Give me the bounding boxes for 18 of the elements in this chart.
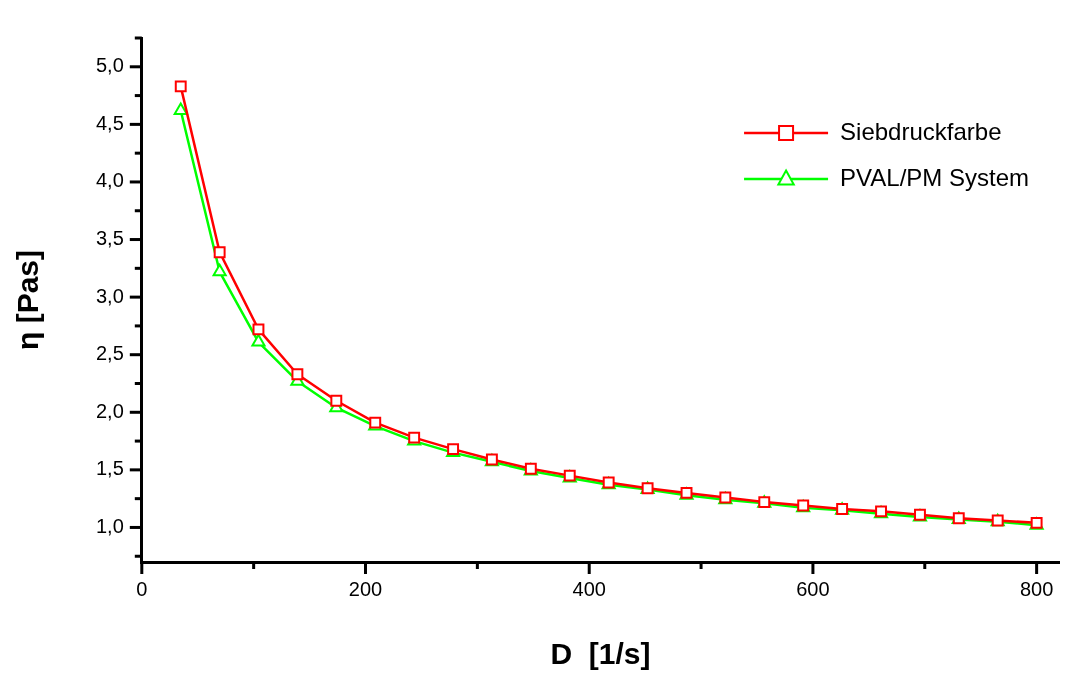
y-tick-label: 5,0 bbox=[95, 54, 124, 77]
y-tick-label: 2,5 bbox=[95, 342, 124, 365]
y-tick-label: 2,0 bbox=[95, 399, 124, 422]
legend-label: PVAL/PM System bbox=[840, 163, 1030, 191]
x-tick-label: 200 bbox=[348, 577, 383, 600]
legend-label: Siebdruckfarbe bbox=[840, 117, 1002, 145]
y-tick-label: 4,5 bbox=[95, 111, 124, 134]
x-tick-label: 800 bbox=[1019, 577, 1054, 600]
y-tick-label: 3,0 bbox=[95, 284, 124, 307]
y-tick-label: 1,5 bbox=[95, 457, 124, 480]
y-axis-title: η [Pas] bbox=[11, 249, 45, 351]
x-axis-title: D [1/s] bbox=[550, 637, 651, 671]
x-tick-label: 400 bbox=[572, 577, 606, 600]
y-tick-label: 3,5 bbox=[95, 227, 124, 250]
x-tick-label: 600 bbox=[796, 577, 830, 600]
y-tick-label: 1,0 bbox=[95, 514, 124, 537]
x-tick-label: 0 bbox=[136, 577, 148, 600]
y-tick-label: 4,0 bbox=[95, 169, 124, 192]
